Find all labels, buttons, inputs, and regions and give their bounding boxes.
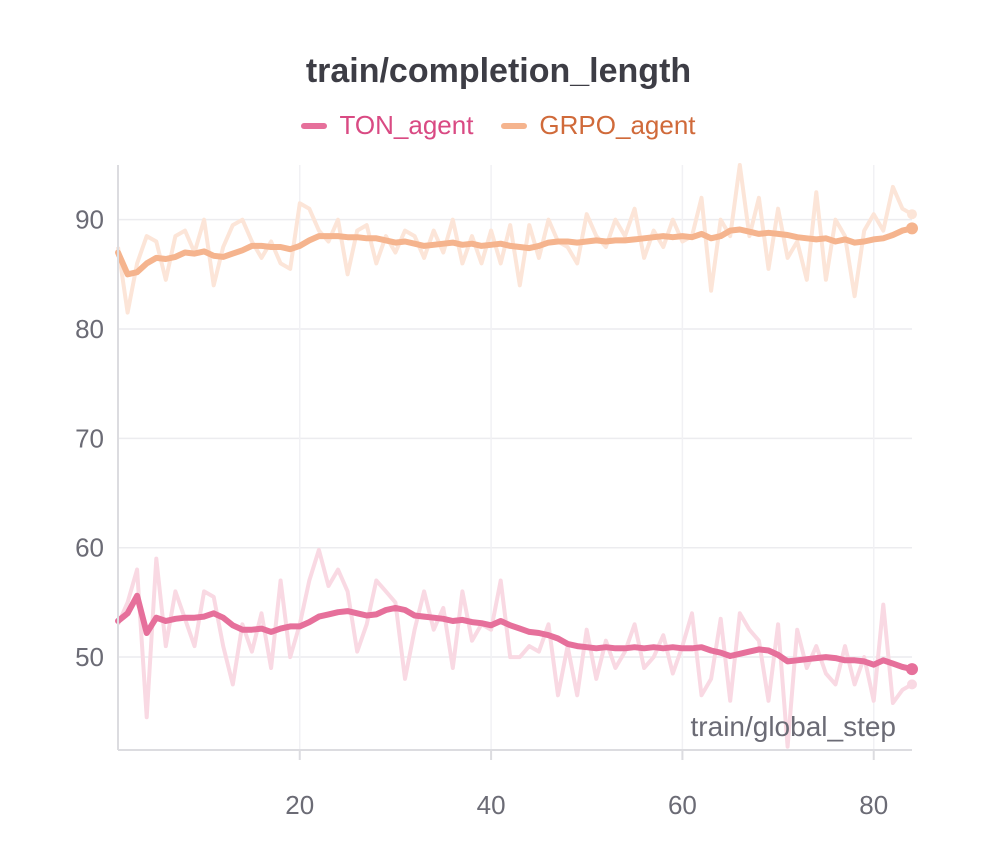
legend-swatch-grpo-agent [501, 122, 528, 129]
x-tick-label-40: 40 [477, 790, 506, 820]
legend-item-ton-agent[interactable]: TON_agent [301, 110, 473, 141]
y-tick-label-80: 80 [75, 314, 104, 344]
smoothed-series-lines [115, 209, 918, 690]
raw-line-ton-agent [116, 547, 913, 749]
y-tick-label-90: 90 [75, 205, 104, 235]
smoothed-line-grpo-agent [115, 225, 915, 278]
end-point-grpo-agent [906, 222, 918, 235]
y-tick-label-70: 70 [75, 423, 104, 453]
chart-title: train/completion_length [305, 52, 692, 90]
x-axis-title: train/global_step [691, 711, 896, 742]
legend-item-grpo-agent[interactable]: GRPO_agent [501, 110, 696, 141]
raw-end-point-grpo-agent [907, 209, 917, 220]
smoothed-line-ton-agent [115, 592, 915, 673]
y-tick-label-60: 60 [75, 533, 104, 563]
tick-labels: 50 60 70 80 90 20 40 60 80 [75, 205, 888, 820]
legend-swatch-ton-agent [301, 122, 328, 129]
legend: TON_agent GRPO_agent [0, 110, 997, 141]
y-tick-label-50: 50 [75, 642, 104, 672]
raw-end-point-ton-agent [907, 679, 917, 690]
x-tick-label-60: 60 [668, 790, 697, 820]
axes [117, 165, 912, 760]
x-tick-label-20: 20 [285, 790, 314, 820]
raw-series-lines [116, 163, 913, 749]
x-tick-label-80: 80 [859, 790, 888, 820]
legend-label-ton-agent: TON_agent [339, 110, 474, 140]
end-point-ton-agent [906, 663, 918, 676]
legend-label-grpo-agent: GRPO_agent [539, 110, 696, 140]
raw-line-grpo-agent [116, 163, 913, 315]
